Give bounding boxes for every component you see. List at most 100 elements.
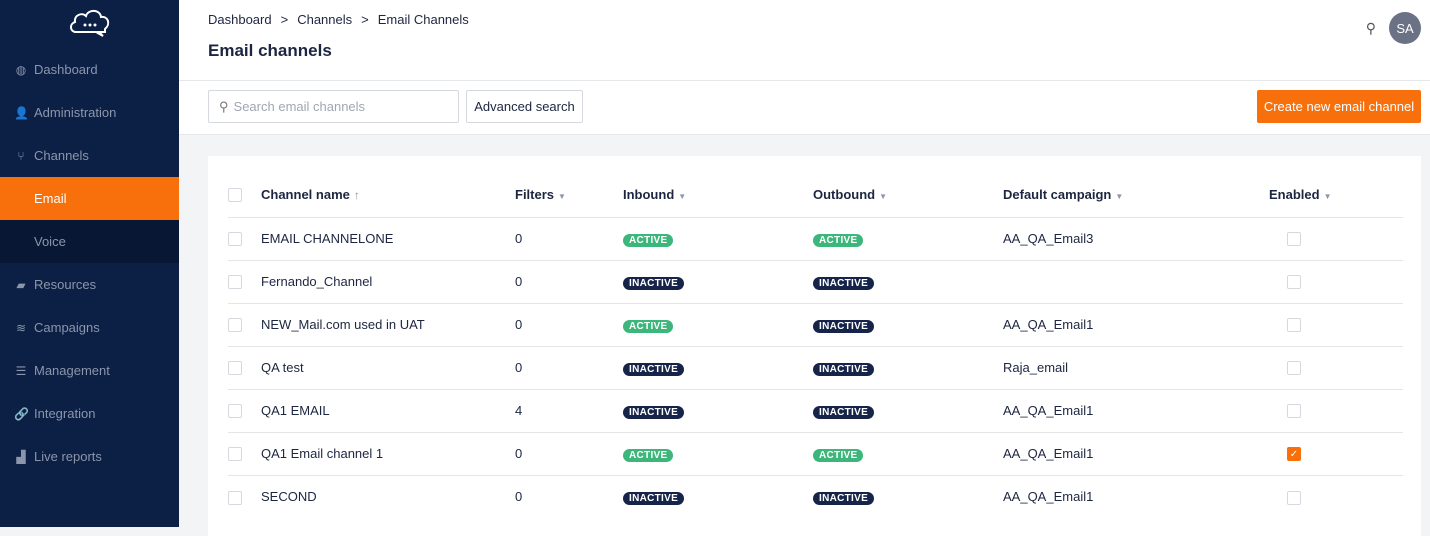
channel-name[interactable]: QA test	[261, 345, 515, 389]
sidebar-item-channels[interactable]: ⑂ Channels	[0, 134, 179, 177]
default-campaign: AA_QA_Email3	[1003, 216, 1269, 260]
table-row[interactable]: EMAIL CHANNELONE 0 ACTIVE ACTIVE AA_QA_E…	[228, 216, 1403, 260]
sidebar-item-label: Administration	[34, 105, 117, 120]
default-campaign: AA_QA_Email1	[1003, 302, 1269, 346]
filters-count: 0	[515, 302, 623, 346]
table-row[interactable]: SECOND 0 INACTIVE INACTIVE AA_QA_Email1	[228, 474, 1403, 518]
sidebar-item-label: Channels	[34, 148, 89, 163]
folder-icon: ▰	[16, 277, 26, 292]
enabled-checkbox[interactable]	[1287, 232, 1301, 247]
filters-count: 0	[515, 345, 623, 389]
header: Dashboard > Channels > Email Channels Email …	[179, 0, 1430, 81]
column-label: Enabled	[1269, 186, 1320, 202]
default-campaign: AA_QA_Email1	[1003, 431, 1269, 475]
channel-name[interactable]: EMAIL CHANNELONE	[261, 216, 515, 260]
advanced-search-button[interactable]: Advanced search	[466, 90, 583, 123]
enabled-checkbox[interactable]	[1287, 490, 1301, 505]
enabled-checkbox[interactable]	[1287, 361, 1301, 376]
bar-chart-icon: ▟	[16, 449, 26, 464]
inbound-status-badge: INACTIVE	[623, 405, 685, 419]
enabled-checkbox[interactable]: ✓	[1287, 447, 1301, 462]
breadcrumb-email-channels: Email Channels	[377, 12, 469, 27]
outbound-status-badge: INACTIVE	[813, 405, 875, 419]
sidebar-item-campaigns[interactable]: ≋ Campaigns	[0, 306, 179, 349]
select-all-checkbox[interactable]	[228, 188, 242, 203]
outbound-status-badge: ACTIVE	[813, 448, 864, 462]
table-row[interactable]: QA test 0 INACTIVE INACTIVE Raja_email	[228, 345, 1403, 389]
outbound-status-badge: INACTIVE	[813, 276, 875, 290]
filters-count: 0	[515, 259, 623, 303]
search-icon[interactable]: ⚲	[1365, 20, 1376, 36]
caret-down-icon: ▼	[558, 191, 566, 201]
sidebar: ◍ Dashboard 👤 Administration ⑂ Channels Email V…	[0, 0, 179, 527]
filters-count: 0	[515, 216, 623, 260]
outbound-status-badge: ACTIVE	[813, 233, 864, 247]
sidebar-item-administration[interactable]: 👤 Administration	[0, 91, 179, 134]
enabled-checkbox[interactable]	[1287, 404, 1301, 419]
layers-icon: ≋	[15, 320, 27, 335]
filters-count: 0	[515, 474, 623, 518]
enabled-checkbox[interactable]	[1287, 275, 1301, 290]
column-header[interactable]: Filters ▼	[515, 172, 623, 217]
column-header[interactable]: Default campaign ▼	[1003, 172, 1269, 217]
sidebar-item-email[interactable]: Email	[0, 177, 179, 220]
list-icon: ☰	[15, 363, 27, 378]
create-email-channel-button[interactable]: Create new email channel	[1257, 90, 1421, 123]
avatar[interactable]: SA	[1389, 12, 1421, 44]
channel-name[interactable]: QA1 EMAIL	[261, 388, 515, 432]
inbound-status-badge: INACTIVE	[623, 276, 685, 290]
sidebar-item-label: Voice	[34, 234, 66, 249]
column-label: Channel name	[261, 186, 350, 202]
inbound-status-badge: ACTIVE	[623, 319, 674, 333]
channels-table: Channel name ↑ Filters ▼ Inbound ▼ Outbound ▼ De…	[228, 172, 1403, 518]
sidebar-item-resources[interactable]: ▰ Resources	[0, 263, 179, 306]
breadcrumb-channels[interactable]: Channels	[297, 12, 353, 27]
enabled-checkbox[interactable]	[1287, 318, 1301, 333]
row-checkbox[interactable]	[228, 275, 242, 290]
channel-name[interactable]: Fernando_Channel	[261, 259, 515, 303]
table-header: Channel name ↑ Filters ▼ Inbound ▼ Outbound ▼ De…	[228, 172, 1403, 217]
search-placeholder: Search email channels	[233, 99, 366, 114]
column-header[interactable]: Channel name ↑	[261, 172, 515, 217]
table-row[interactable]: QA1 EMAIL 4 INACTIVE INACTIVE AA_QA_Emai…	[228, 388, 1403, 432]
caret-down-icon: ▼	[1115, 191, 1124, 201]
column-label: Default campaign	[1003, 186, 1112, 202]
sidebar-nav: ◍ Dashboard 👤 Administration ⑂ Channels Email V…	[0, 48, 179, 478]
sidebar-item-integration[interactable]: 🔗 Integration	[0, 392, 179, 435]
sidebar-item-live-reports[interactable]: ▟ Live reports	[0, 435, 179, 478]
breadcrumb: Dashboard > Channels > Email Channels	[208, 12, 469, 27]
sidebar-item-label: Campaigns	[34, 320, 100, 335]
row-checkbox[interactable]	[228, 447, 242, 462]
channel-name[interactable]: NEW_Mail.com used in UAT	[261, 302, 515, 346]
channels-panel: Channel name ↑ Filters ▼ Inbound ▼ Outbound ▼ De…	[208, 156, 1421, 536]
column-label: Outbound	[813, 186, 876, 202]
sidebar-item-management[interactable]: ☰ Management	[0, 349, 179, 392]
row-checkbox[interactable]	[228, 490, 242, 505]
search-input[interactable]: ⚲ Search email channels	[208, 90, 459, 123]
column-header[interactable]: Enabled ▼	[1269, 172, 1403, 217]
sidebar-item-voice[interactable]: Voice	[0, 220, 179, 263]
sort-up-icon: ↑	[353, 187, 360, 202]
toolbar: ⚲ Search email channels Advanced search C…	[179, 81, 1430, 135]
sidebar-item-dashboard[interactable]: ◍ Dashboard	[0, 48, 179, 91]
inbound-status-badge: ACTIVE	[623, 448, 674, 462]
filters-count: 4	[515, 388, 623, 432]
table-row[interactable]: QA1 Email channel 1 0 ACTIVE ACTIVE AA_Q…	[228, 431, 1403, 475]
breadcrumb-dashboard[interactable]: Dashboard	[208, 12, 272, 27]
table-row[interactable]: Fernando_Channel 0 INACTIVE INACTIVE	[228, 259, 1403, 303]
table-row[interactable]: NEW_Mail.com used in UAT 0 ACTIVE INACTI…	[228, 302, 1403, 346]
logo-cloud-icon[interactable]	[68, 6, 112, 43]
row-checkbox[interactable]	[228, 232, 242, 247]
default-campaign: Raja_email	[1003, 345, 1269, 389]
link-icon: 🔗	[14, 406, 29, 421]
column-header[interactable]: Inbound ▼	[623, 172, 813, 217]
column-header[interactable]: Outbound ▼	[813, 172, 1003, 217]
column-label: Inbound	[623, 186, 675, 202]
channel-name[interactable]: QA1 Email channel 1	[261, 431, 515, 475]
column-label: Filters	[515, 186, 555, 202]
row-checkbox[interactable]	[228, 404, 242, 419]
channel-name[interactable]: SECOND	[261, 474, 515, 518]
row-checkbox[interactable]	[228, 361, 242, 376]
row-checkbox[interactable]	[228, 318, 242, 333]
sidebar-item-label: Email	[34, 191, 67, 206]
